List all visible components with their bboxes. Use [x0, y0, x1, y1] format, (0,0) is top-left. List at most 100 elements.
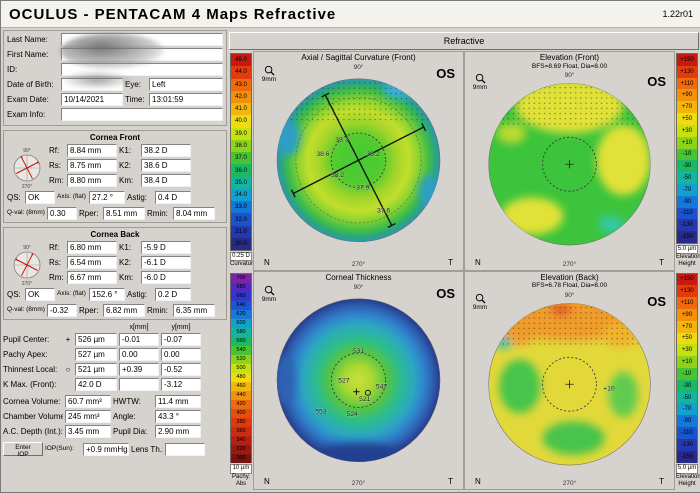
tab-strip: Refractive: [229, 31, 699, 50]
scale-cell: 38.0: [231, 139, 251, 153]
kmax-label: K Max. (Front):: [3, 380, 57, 389]
scale-cell: +10: [677, 356, 697, 368]
k2-value: 38.6 D: [141, 159, 191, 172]
elevation-back-map-canvas[interactable]: +10: [465, 291, 674, 478]
qs-back-value: OK: [25, 288, 55, 301]
k2-back-label: K2:: [119, 258, 132, 267]
scale-cell: +30: [677, 124, 697, 137]
qval-value: 0.30: [47, 207, 77, 220]
scale-cell: 41.0: [231, 103, 251, 116]
zoom-indicator[interactable]: 9mm: [259, 285, 279, 303]
scale-cell: -150: [677, 231, 697, 243]
scale-cell: +50: [677, 113, 697, 125]
enter-iop-button[interactable]: Enter IOP: [3, 442, 43, 458]
exam-info-field[interactable]: [61, 108, 223, 121]
scale-cell: -50: [677, 172, 697, 184]
qval-back-label: Q-val: (8mm): [7, 306, 45, 314]
scale-cell: +50: [677, 332, 697, 345]
first-name-field[interactable]: [61, 48, 223, 61]
pupil-dia-label: Pupil Dia:: [113, 427, 148, 436]
map-subtitle: BFS=6.78 Float, Dia=8.00: [531, 282, 608, 290]
eye-side-label: OS: [647, 74, 666, 89]
time-label: Time:: [125, 95, 145, 104]
scale-cell: +130: [677, 285, 697, 298]
map-elevation-front[interactable]: Elevation (Front) BFS=8.69 Float, Dia=8.…: [464, 51, 675, 271]
scale-cell: 40.0: [231, 115, 251, 128]
degree-90-label: 90°: [353, 283, 364, 291]
scale-cell: 31.0: [231, 225, 251, 238]
scale-cell: 600: [231, 318, 251, 328]
scale-cell: 300: [231, 453, 251, 463]
cornea-front-box: Cornea Front 90° 270° Rf: 8.84 mm: [3, 130, 227, 223]
zoom-indicator[interactable]: 9mm: [259, 65, 279, 83]
elevation-front-scale-column: +150 +130 +110 +90 +70 +50 +30 +10 -10 -30 -50 -70-…: [675, 51, 700, 271]
rs-label: Rs:: [49, 161, 61, 170]
temporal-label: T: [448, 257, 453, 267]
rs-back-label: Rs:: [49, 258, 61, 267]
scale-cell: 35.0: [231, 176, 251, 189]
axis-flat-label: Axis: (flat): [57, 193, 86, 201]
zoom-value: 9mm: [261, 295, 277, 303]
k2-back-value: -6.1 D: [141, 256, 191, 269]
zoom-indicator[interactable]: 9mm: [470, 293, 490, 311]
scale-cell: 44.0: [231, 66, 251, 79]
scale-cell: -10: [677, 148, 697, 161]
lens-th-label: Lens Th.:: [131, 444, 163, 454]
map-annotation: 521: [359, 396, 371, 403]
map-annotation: 547: [376, 383, 388, 390]
axial-curvature-map-canvas[interactable]: 38.3 38.6 38.2 38.2 37.9 37.6: [254, 63, 463, 258]
pachy-apex-y: 0.00: [161, 348, 201, 361]
hwtw-value: 11.4 mm: [155, 395, 201, 408]
rmin-label: Rmin:: [147, 209, 168, 218]
degree-270-label: 270°: [562, 480, 577, 487]
angle-label: Angle:: [113, 412, 136, 421]
temporal-label: T: [659, 257, 664, 267]
left-panel: Last Name: First Name: ID: Date of Birth…: [3, 30, 227, 490]
scale-cell: 680: [231, 282, 251, 292]
map-annotation: +10: [603, 385, 615, 392]
magnifier-icon: [264, 285, 275, 296]
pupil-center-x: -0.01: [119, 333, 159, 346]
degree-90-label: 90°: [564, 72, 575, 79]
qval-label: Q-val: (8mm): [7, 209, 45, 217]
last-name-field[interactable]: [61, 33, 223, 46]
scale-cell: 540: [231, 345, 251, 355]
pupil-center-y: -0.07: [161, 333, 201, 346]
rs-value: 8.75 mm: [67, 159, 117, 172]
thinnest-value: 521 µm: [75, 363, 117, 376]
map-elevation-back[interactable]: Elevation (Back) BFS=6.78 Float, Dia=8.0…: [464, 270, 675, 490]
y-col-header: y[mm]: [171, 324, 191, 331]
elevation-front-map-canvas[interactable]: [465, 71, 674, 258]
k2-label: K2:: [119, 161, 132, 170]
kmax-x: [119, 378, 159, 391]
scale-cell: +90: [677, 89, 697, 102]
scale-cell: -90: [677, 195, 697, 208]
map-annotation: 38.3: [335, 136, 348, 143]
magnifier-icon: [264, 65, 275, 76]
zoom-indicator[interactable]: 9mm: [470, 73, 490, 91]
map-corneal-thickness[interactable]: Corneal Thickness 531 527 547 521 524 553 9mm: [253, 270, 464, 490]
scale-cell: 320: [231, 444, 251, 454]
tab-refractive[interactable]: Refractive: [229, 32, 699, 50]
maps-grid: 45.0 44.0 43.0 42.0 41.0 40.0 39.0 38.0 37.0 36.0…: [229, 51, 700, 491]
qs-label: QS:: [7, 193, 21, 202]
k1-value: 38.2 D: [141, 144, 191, 157]
chamber-volume-value: 245 mm³: [65, 410, 111, 423]
iop-value: +0.9 mmHg: [83, 442, 129, 456]
svg-text:90°: 90°: [23, 245, 31, 251]
map-annotation: 37.9: [356, 185, 369, 192]
scale-cell: 640: [231, 300, 251, 310]
degree-90-label: 90°: [353, 64, 364, 71]
rmin-back-value: 6.35 mm: [173, 304, 215, 317]
version-label: 1.22r01: [662, 9, 693, 19]
map-axial-curvature-front[interactable]: Axial / Sagittal Curvature (Front) 38.3 3…: [253, 51, 464, 271]
curvature-scale-footer: 0.25 D Curvature: [230, 252, 257, 268]
elevation-scale-footer: 5.0 µm Elevation Height: [676, 244, 700, 268]
scale-cell: -90: [677, 415, 697, 428]
elevation-back-scale-column: +150 +130 +110 +90 +70 +50 +30 +10 -10 -30 -50 -70-…: [675, 271, 700, 491]
scale-cell: 360: [231, 426, 251, 436]
svg-text:90°: 90°: [23, 148, 31, 154]
scale-cell: -10: [677, 368, 697, 380]
zoom-value: 9mm: [472, 303, 488, 311]
